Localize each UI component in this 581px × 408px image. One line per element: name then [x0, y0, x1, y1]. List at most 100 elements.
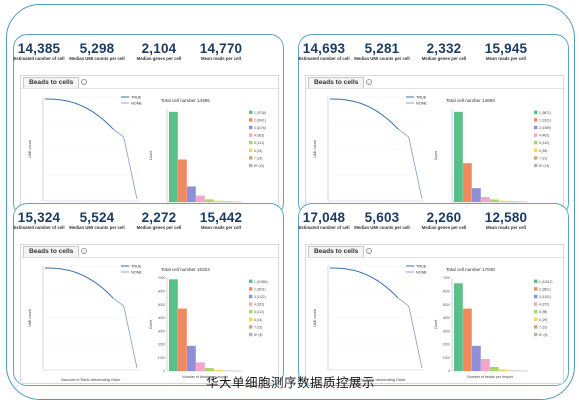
- stat-block: 15,945 Mean reads per cell: [471, 41, 541, 62]
- header-divider: [306, 88, 565, 89]
- bar-title: Total cell number 14693: [446, 98, 495, 103]
- stat-value: 17,048: [302, 210, 346, 225]
- bar-y-tick: 2000: [443, 343, 450, 347]
- bar-mark: [214, 369, 223, 371]
- line-series-true: [330, 267, 399, 299]
- bar-y-tick: 4000: [158, 316, 165, 320]
- bar-mark: [187, 345, 196, 371]
- bar-y-tick: 0: [163, 369, 165, 373]
- info-icon[interactable]: i: [366, 79, 372, 85]
- bar-legend-swatch: [249, 125, 253, 130]
- bar-legend-swatch: [534, 125, 538, 130]
- bar-legend-label: 8+ (5): [539, 333, 547, 337]
- card-title-tab[interactable]: Beads to cells: [23, 77, 80, 88]
- bar-mark: [508, 370, 517, 371]
- bar-legend-label: 2 (3311): [254, 287, 266, 291]
- bar-legend-swatch: [534, 294, 538, 299]
- bar-legend-swatch: [249, 279, 253, 283]
- bar-y-tick: 4000: [443, 316, 450, 320]
- info-icon[interactable]: i: [81, 248, 87, 254]
- bar-y-tick: 3000: [158, 329, 165, 333]
- stat-value: 2,332: [426, 41, 462, 56]
- bar-y-tick: 7000: [158, 276, 165, 280]
- card-title-tab[interactable]: Beads to cells: [23, 246, 80, 257]
- stat-label: Median genes per cell: [136, 56, 182, 61]
- bar-legend-swatch: [534, 118, 538, 122]
- stat-label: Median genes per cell: [421, 225, 467, 230]
- card-header: Beads to cells i: [306, 76, 565, 89]
- line-legend-label: NONE: [131, 102, 142, 106]
- stat-value: 2,260: [426, 210, 462, 225]
- bar-legend-label: 4 (363): [254, 134, 264, 138]
- bar-mark: [214, 200, 223, 202]
- stats-row: 14,693 Estimated number of cell 5,281 Media…: [298, 41, 571, 73]
- bar-legend-label: 3 (1122): [254, 295, 266, 299]
- bar-mark: [490, 199, 499, 202]
- stat-label: Mean reads per cell: [201, 56, 241, 61]
- stat-value: 15,324: [17, 210, 61, 225]
- stat-block: 2,272 Median genes per cell: [124, 210, 194, 231]
- line-series-true: [45, 267, 114, 299]
- bar-legend-label: 5 (114): [254, 310, 264, 314]
- stat-block: 2,260 Median genes per cell: [409, 210, 479, 231]
- qc-panel-3: 15,324 Estimated number of cell 5,524 Media…: [13, 203, 284, 386]
- bar-mark: [481, 359, 490, 371]
- stat-value: 5,603: [364, 210, 400, 225]
- line-xlabel: Barcode in Rank descending Order: [346, 378, 406, 382]
- line-ylabel: UMI count: [28, 308, 32, 326]
- stat-label: Mean reads per cell: [201, 225, 241, 230]
- stat-label: Mean reads per cell: [486, 225, 526, 230]
- bar-y-tick: 1000: [158, 356, 165, 360]
- bar-legend-swatch: [534, 317, 538, 321]
- stat-block: 14,385 Estimated number of cell: [4, 41, 74, 62]
- bar-mark: [481, 197, 490, 202]
- card-title-tab[interactable]: Beads to cells: [308, 246, 365, 257]
- bar-legend-label: 2 (3041): [254, 118, 266, 122]
- bar-mark: [205, 368, 214, 371]
- stat-label: Estimated number of cell: [298, 56, 350, 61]
- bar-y-tick: 2000: [158, 343, 165, 347]
- bar-legend-label: 6 (29): [539, 318, 547, 322]
- bar-legend-swatch: [249, 110, 253, 114]
- bar-y-tick: 7000: [443, 276, 450, 280]
- bar-mark: [499, 369, 508, 371]
- bar-legend-label: 3 (1201): [539, 295, 551, 299]
- bar-mark: [490, 367, 499, 371]
- stat-block: 5,524 Median UMI counts per cell: [62, 210, 132, 231]
- bar-mark: [508, 201, 517, 202]
- line-series-true: [330, 98, 399, 130]
- info-icon[interactable]: i: [366, 248, 372, 254]
- bar-y-tick: 6000: [443, 289, 450, 293]
- stat-label: Median UMI counts per cell: [354, 225, 410, 230]
- bar-legend-label: 4 (372): [539, 303, 549, 307]
- stat-block: 14,693 Estimated number of cell: [289, 41, 359, 62]
- stat-label: Median UMI counts per cell: [69, 56, 125, 61]
- line-legend-label: TRUE: [416, 96, 427, 100]
- card-header: Beads to cells i: [306, 245, 565, 258]
- bar-legend-label: 5 (121): [254, 141, 264, 145]
- line-ylabel: UMI count: [313, 139, 317, 157]
- bar-xlabel: Number of beads per droplet: [467, 375, 513, 379]
- bar-legend-swatch: [249, 302, 253, 306]
- bar-mark: [454, 283, 463, 371]
- bar-legend-swatch: [534, 279, 538, 283]
- bar-y-tick: 1000: [443, 356, 450, 360]
- line-legend-label: TRUE: [131, 265, 142, 269]
- stat-value: 14,693: [302, 41, 346, 56]
- info-icon[interactable]: i: [81, 79, 87, 85]
- stat-block: 17,048 Estimated number of cell: [289, 210, 359, 231]
- bar-title: Total cell number 15324: [161, 267, 210, 272]
- card-title-tab[interactable]: Beads to cells: [308, 77, 365, 88]
- bar-mark: [205, 199, 214, 202]
- stat-block: 14,770 Mean reads per cell: [186, 41, 256, 62]
- stat-value: 14,385: [17, 41, 61, 56]
- bar-y-tick: 0: [448, 369, 450, 373]
- stat-label: Mean reads per cell: [486, 56, 526, 61]
- stats-row: 14,385 Estimated number of cell 5,298 Media…: [13, 41, 286, 73]
